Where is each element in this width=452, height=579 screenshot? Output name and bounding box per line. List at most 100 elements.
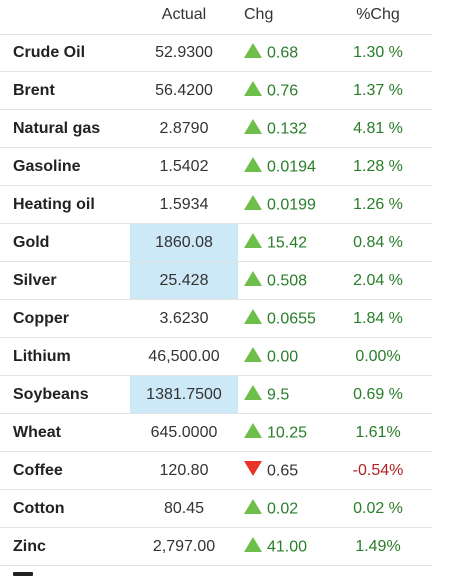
actual-value: 1.5402 [159,158,209,175]
actual-value: 3.6230 [159,310,209,327]
vertical-scrollbar-area[interactable] [432,0,452,579]
percent-change-value: 0.84 % [353,234,403,251]
commodity-name[interactable]: Soybeans [13,386,89,403]
change-value: 0.508 [267,272,308,290]
table-row[interactable]: Cotton 80.45 0.02 0.02 % [0,490,432,528]
commodity-name[interactable]: Natural gas [13,120,101,137]
up-triangle-icon [244,233,262,249]
commodity-name[interactable]: Copper [13,310,69,327]
table-row[interactable]: Copper 3.6230 0.0655 1.84 % [0,300,432,338]
change-value: 9.5 [267,386,290,404]
percent-change-value: 1.26 % [353,196,403,213]
change-value: 0.02 [267,500,299,518]
change-value: 41.00 [267,538,308,556]
column-header-chg[interactable]: Chg [244,6,274,23]
change-value: 10.25 [267,424,308,442]
table-row[interactable]: Coffee 120.80 0.65 -0.54% [0,452,432,490]
change-cell: 0.65 [244,452,298,489]
change-cell: 0.02 [244,490,298,527]
column-header-actual[interactable]: Actual [161,6,207,23]
actual-value: 645.0000 [150,424,218,441]
actual-value: 1.5934 [159,196,209,213]
change-cell: 0.76 [244,72,298,109]
table-row[interactable]: Natural gas 2.8790 0.132 4.81 % [0,110,432,148]
actual-value: 1381.7500 [130,376,238,413]
change-cell: 0.508 [244,262,307,299]
up-triangle-icon [244,43,262,59]
change-cell: 0.0199 [244,186,316,223]
table-row[interactable]: Wheat 645.0000 10.25 1.61% [0,414,432,452]
change-cell: 0.0655 [244,300,316,337]
change-value: 15.42 [267,234,308,252]
change-value: 0.132 [267,120,308,138]
change-value: 0.00 [267,348,299,366]
up-triangle-icon [244,499,262,515]
percent-change-value: -0.54% [352,462,404,479]
table-row[interactable]: Brent 56.4200 0.76 1.37 % [0,72,432,110]
percent-change-value: 0.00% [355,348,401,365]
commodity-name[interactable]: Coffee [13,462,63,479]
actual-value: 1860.08 [130,224,238,261]
table-row[interactable]: Lithium 46,500.00 0.00 0.00% [0,338,432,376]
commodity-name[interactable]: Heating oil [13,196,95,213]
up-triangle-icon [244,195,262,211]
actual-value: 56.4200 [155,82,213,99]
down-triangle-icon [244,461,262,477]
percent-change-value: 1.37 % [353,82,403,99]
percent-change-value: 1.28 % [353,158,403,175]
table-body: Crude Oil 52.9300 0.68 1.30 % Brent 56.4200 0.… [0,34,432,566]
up-triangle-icon [244,423,262,439]
table-row[interactable]: Soybeans 1381.7500 9.5 0.69 % [0,376,432,414]
commodity-name[interactable]: Gasoline [13,158,81,175]
up-triangle-icon [244,347,262,363]
change-value: 0.0655 [267,310,316,328]
table-row[interactable]: Zinc 2,797.00 41.00 1.49% [0,528,432,566]
change-value: 0.0194 [267,158,316,176]
column-header-pct-chg[interactable]: %Chg [356,6,400,23]
actual-value: 80.45 [163,500,205,517]
table-row[interactable]: Crude Oil 52.9300 0.68 1.30 % [0,34,432,72]
table-row[interactable]: Gold 1860.08 15.42 0.84 % [0,224,432,262]
table-row[interactable]: Heating oil 1.5934 0.0199 1.26 % [0,186,432,224]
change-cell: 10.25 [244,414,307,451]
percent-change-value: 1.30 % [353,44,403,61]
up-triangle-icon [244,385,262,401]
table-header: Actual Chg %Chg [0,0,432,35]
change-cell: 41.00 [244,528,307,565]
commodity-name[interactable]: Lithium [13,348,71,365]
table-row[interactable]: Silver 25.428 0.508 2.04 % [0,262,432,300]
change-value: 0.0199 [267,196,316,214]
commodity-name[interactable]: Zinc [13,538,46,555]
up-triangle-icon [244,157,262,173]
up-triangle-icon [244,81,262,97]
change-value: 0.68 [267,44,299,62]
actual-value: 2,797.00 [152,538,216,555]
table-row[interactable]: Gasoline 1.5402 0.0194 1.28 % [0,148,432,186]
commodity-name[interactable]: Crude Oil [13,44,86,61]
actual-value: 2.8790 [159,120,209,137]
change-cell: 9.5 [244,376,289,413]
up-triangle-icon [244,537,262,553]
percent-change-value: 1.49% [355,538,401,555]
change-value: 0.76 [267,82,299,100]
commodity-name[interactable]: Brent [13,82,55,99]
commodity-name[interactable]: Wheat [13,424,61,441]
table-row-partial[interactable] [0,566,432,579]
up-triangle-icon [244,119,262,135]
commodity-name[interactable]: Gold [13,234,50,251]
percent-change-value: 0.02 % [353,500,403,517]
up-triangle-icon [244,271,262,287]
partial-row-text [13,572,33,576]
percent-change-value: 4.81 % [353,120,403,137]
change-cell: 15.42 [244,224,307,261]
percent-change-value: 1.61% [355,424,401,441]
commodity-name[interactable]: Cotton [13,500,65,517]
percent-change-value: 1.84 % [353,310,403,327]
actual-value: 120.80 [159,462,209,479]
actual-value: 25.428 [130,262,238,299]
percent-change-value: 2.04 % [353,272,403,289]
actual-value: 52.9300 [155,44,213,61]
commodity-name[interactable]: Silver [13,272,57,289]
change-cell: 0.132 [244,110,307,147]
